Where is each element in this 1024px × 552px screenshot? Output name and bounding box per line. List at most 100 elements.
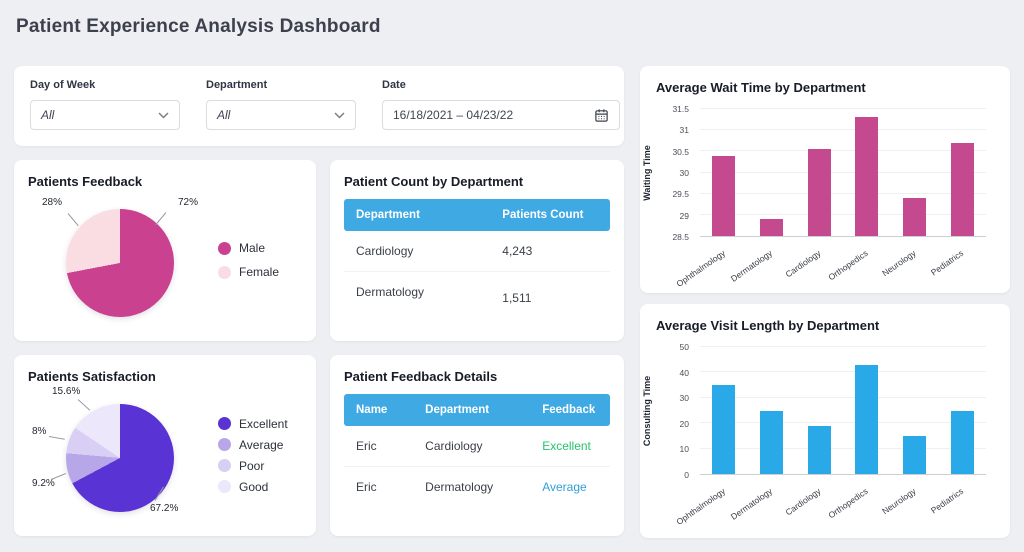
column-header-feedback: Feedback (530, 394, 610, 426)
chart-title: Average Visit Length by Department (656, 318, 880, 333)
cell-feedback: Excellent (530, 426, 610, 467)
cell-feedback: Average (542, 480, 587, 494)
gridlines (700, 108, 986, 236)
bars (700, 109, 986, 236)
cell-name: Eric (344, 426, 414, 467)
table-header-row: Name Department Feedback (344, 394, 610, 426)
gridline (700, 396, 986, 398)
gridline (700, 346, 986, 347)
table-row: Dermatology 1,511 (344, 272, 610, 313)
patients-satisfaction-pie (66, 404, 174, 512)
cell-patients-count-value: 1,511 (502, 291, 532, 305)
column-header-department: Department (413, 394, 531, 426)
bar-slot (938, 347, 986, 474)
card-title: Patients Satisfaction (28, 369, 156, 384)
calendar-icon (594, 108, 609, 123)
gridline (700, 108, 986, 109)
legend-item-excellent: Excellent (218, 417, 288, 431)
bar-dermatology (760, 219, 783, 236)
legend-swatch-poor (218, 459, 231, 472)
gridlines (700, 346, 986, 474)
leader-line (48, 436, 65, 440)
bar-cardiology (807, 425, 831, 474)
x-axis-labels: Ophthalmology Dermatology Cardiology Orthop… (674, 240, 986, 289)
table-row: Eric Dermatology Average (344, 467, 610, 508)
bar-slot (748, 347, 796, 474)
y-tick-label: 40 (679, 367, 689, 378)
bar-neurology (903, 197, 927, 236)
cell-patients-count: 4,243 (490, 231, 610, 272)
y-tick-label: 30 (679, 393, 689, 404)
bar-slot (795, 109, 843, 236)
slice-label-female: 28% (42, 197, 63, 208)
gridline (700, 371, 986, 373)
slice-label-poor: 8% (32, 426, 47, 437)
bar-neurology (903, 435, 927, 474)
day-of-week-select[interactable]: All (30, 100, 180, 130)
avg-visit-length-card: Average Visit Length by Department Consu… (640, 304, 1010, 538)
department-value: All (217, 108, 231, 122)
patients-feedback-pie-area: 28% 72% (32, 191, 218, 325)
y-tick-label: 29.5 (672, 189, 689, 200)
legend-item-good: Good (218, 480, 288, 494)
y-tick-label: 10 (679, 444, 689, 455)
chart-title: Average Wait Time by Department (656, 80, 866, 95)
legend: Male Female (218, 191, 279, 325)
bar-orthopedics (855, 117, 879, 236)
y-axis-ticks: 0 10 20 30 40 50 (656, 342, 696, 480)
bar-slot (843, 109, 891, 236)
y-axis-title: Consulting Time (642, 375, 652, 447)
bar-slot (891, 109, 939, 236)
y-tick-label: 0 (684, 470, 689, 480)
cell-department: Cardiology (344, 231, 491, 272)
cell-department: Cardiology (413, 426, 531, 467)
column-header-department: Department (344, 199, 491, 231)
patients-feedback-pie (66, 209, 174, 317)
legend-label-female: Female (239, 265, 280, 279)
table-row: Eric Cardiology Excellent (344, 426, 610, 467)
y-axis-ticks: 28.5 29 29.5 30 30.5 31 31.5 (656, 104, 696, 242)
date-range-input[interactable]: 16/18/2021 – 04/23/22 (382, 100, 620, 130)
y-tick-label: 31 (679, 125, 689, 136)
department-select[interactable]: All (206, 100, 356, 130)
y-tick-label: 20 (679, 418, 689, 429)
date-range-value: 16/18/2021 – 04/23/22 (393, 108, 514, 122)
y-tick-label: 50 (679, 342, 689, 352)
filter-day-of-week: Day of Week All (30, 79, 180, 130)
visit-length-bar-chart: Consulting Time 0 10 20 30 40 50 Ophthalmolog… (642, 341, 994, 527)
card-title: Patients Feedback (28, 174, 143, 189)
y-tick-label: 29 (679, 210, 689, 221)
patient-feedback-details-table: Name Department Feedback Eric Cardiology… (344, 394, 610, 507)
legend-label-poor: Poor (239, 458, 265, 473)
bar-slot (700, 109, 748, 236)
filter-label-date: Date (382, 79, 406, 91)
filter-label-department: Department (206, 79, 268, 91)
y-tick-label: 30 (679, 168, 689, 178)
cell-patients-count: 1,511 (490, 272, 610, 313)
gridline (700, 447, 986, 449)
gridline (700, 422, 986, 424)
bars (700, 347, 986, 474)
table-row: Cardiology 4,243 (344, 231, 610, 272)
legend-swatch-female (218, 265, 231, 279)
legend-item-poor: Poor (218, 459, 288, 473)
legend-item-male: Male (218, 241, 279, 255)
legend-label-male: Male (239, 241, 266, 255)
bar-ophthalmology (712, 155, 736, 236)
filter-label-day-of-week: Day of Week (30, 79, 96, 91)
x-axis-label: Ophthalmology (674, 247, 727, 289)
patients-feedback-card: Patients Feedback 28% 72% Male Female (14, 160, 316, 341)
x-axis-label-slot: Pediatrics (929, 240, 986, 280)
card-title: Patient Feedback Details (344, 369, 498, 384)
leader-line (77, 399, 91, 411)
bar-ophthalmology (712, 385, 736, 474)
bar-slot (748, 109, 796, 236)
legend-label-average: Average (239, 437, 284, 452)
legend-label-good: Good (239, 479, 269, 494)
y-tick-label: 31.5 (672, 104, 689, 114)
cell-department: Dermatology (356, 285, 425, 299)
bar-cardiology (807, 149, 831, 236)
bar-slot (795, 347, 843, 474)
slice-label-male: 72% (178, 197, 199, 208)
bar-pediatrics (950, 410, 974, 474)
